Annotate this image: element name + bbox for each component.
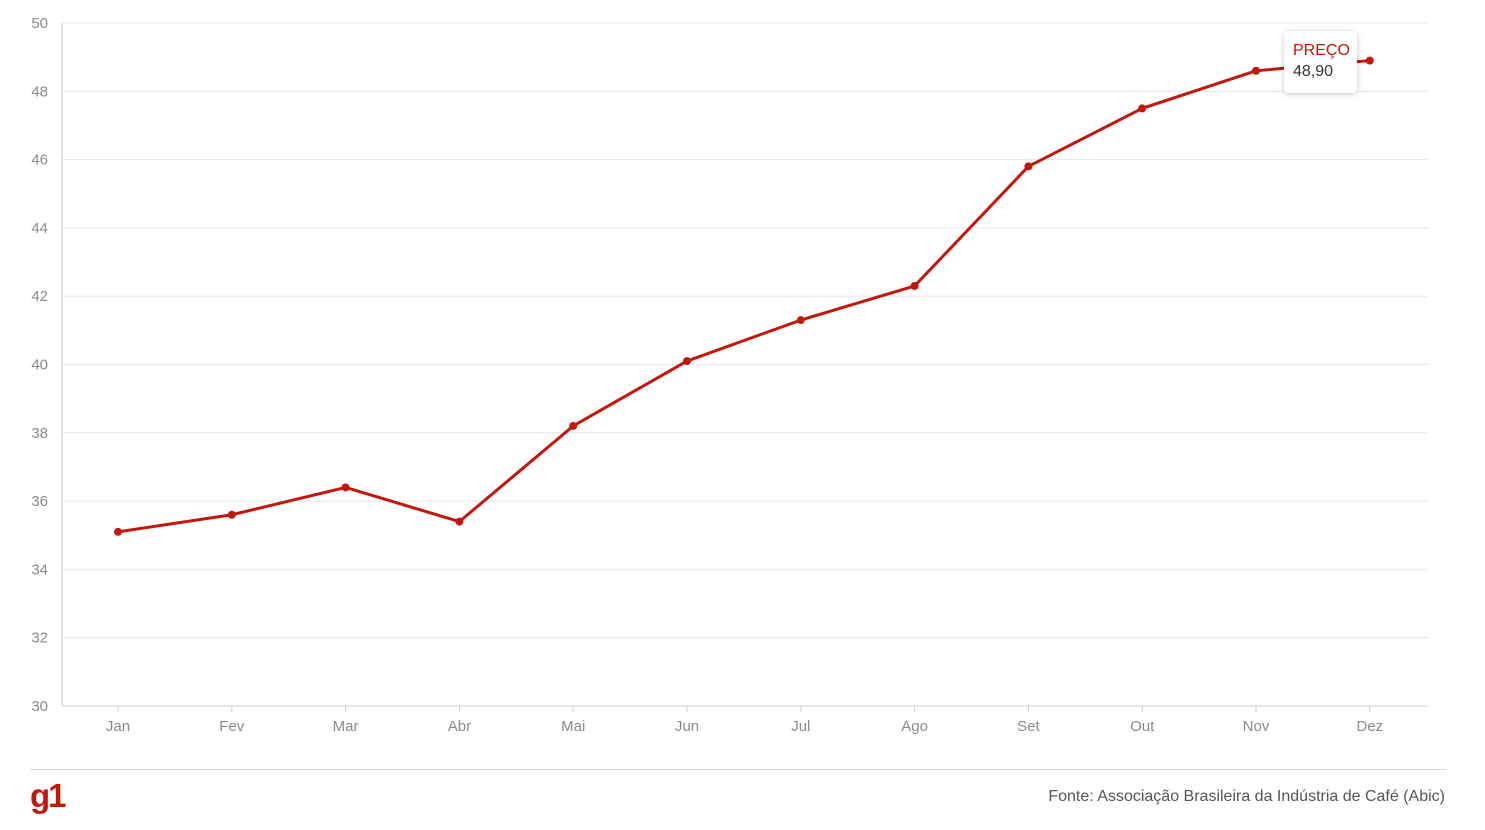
data-point[interactable] <box>1365 56 1374 65</box>
y-tick-label: 40 <box>31 357 48 374</box>
data-tooltip: PREÇO 48,90 <box>1284 31 1357 93</box>
tooltip-value: 48,90 <box>1293 63 1334 80</box>
x-tick-label: Mai <box>561 718 585 735</box>
g1-logo: g1 <box>30 777 66 814</box>
data-point[interactable] <box>910 281 919 290</box>
axis-layer: 30 32 34 36 38 40 42 44 46 48 50 Jan Fev Mar Abr Mai Jun… <box>31 15 1428 735</box>
data-point[interactable] <box>227 510 236 519</box>
x-tick-label: Jan <box>106 718 130 735</box>
data-point[interactable] <box>683 357 691 366</box>
data-point[interactable] <box>569 421 578 430</box>
data-point[interactable] <box>1252 66 1260 75</box>
grid-layer <box>62 22 1428 707</box>
y-tick-label: 46 <box>31 152 48 169</box>
series-layer <box>114 56 1374 536</box>
x-tick-label: Nov <box>1243 718 1270 735</box>
y-tick-label: 32 <box>31 630 48 647</box>
data-point[interactable] <box>455 517 464 526</box>
data-point[interactable] <box>1138 104 1147 113</box>
x-tick-label: Out <box>1130 718 1155 735</box>
data-point[interactable] <box>1024 162 1033 171</box>
y-tick-label: 36 <box>31 493 48 510</box>
y-tick-label: 30 <box>31 698 48 715</box>
y-tick-label: 44 <box>31 220 48 237</box>
x-tick-label: Dez <box>1356 718 1383 735</box>
data-point[interactable] <box>114 527 122 536</box>
footer-divider <box>30 769 1446 770</box>
y-tick-label: 38 <box>31 425 48 442</box>
y-tick-label: 42 <box>31 288 48 305</box>
x-tick-label: Set <box>1017 718 1040 735</box>
data-point[interactable] <box>796 316 805 325</box>
y-tick-label: 50 <box>31 15 48 32</box>
data-point[interactable] <box>341 483 350 492</box>
x-tick-label: Fev <box>219 718 245 735</box>
x-tick-label: Ago <box>901 718 928 735</box>
source-note: Fonte: Associação Brasileira da Indústri… <box>1048 788 1445 805</box>
y-tick-label: 48 <box>31 83 48 100</box>
series-line <box>116 59 1372 534</box>
x-tick-label: Jun <box>675 718 699 735</box>
y-tick-label: 34 <box>31 561 48 578</box>
x-tick-label: Mar <box>333 718 359 735</box>
x-tick-label: Abr <box>448 718 471 735</box>
tooltip-series-label: PREÇO <box>1293 42 1350 59</box>
x-tick-label: Jul <box>791 718 810 735</box>
